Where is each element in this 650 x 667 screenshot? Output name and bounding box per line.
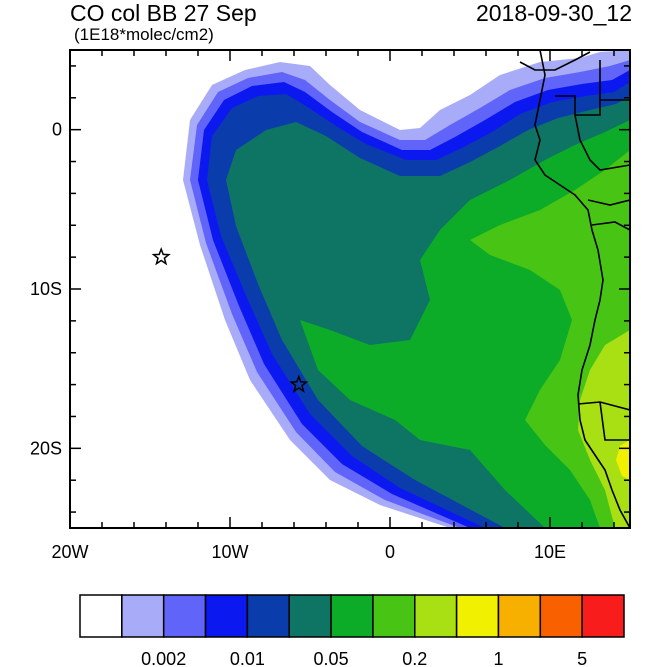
colorbar-swatch	[330, 594, 374, 638]
x-tick-label: 10W	[211, 542, 248, 562]
y-tick-label: 10S	[30, 279, 62, 299]
colorbar-label: 0.002	[141, 649, 186, 667]
colorbar-swatch	[497, 594, 542, 638]
star-marker	[289, 374, 309, 393]
y-tick-label: 0	[52, 120, 62, 140]
colorbar-swatch	[121, 594, 165, 638]
plot-title: CO col BB 27 Sep	[70, 0, 257, 26]
colorbar-label: 0.01	[230, 649, 265, 667]
colorbar-swatch	[79, 594, 123, 638]
colorbar-swatch	[455, 594, 500, 638]
star-marker	[151, 246, 171, 266]
station-markers	[151, 246, 309, 393]
colorbar-label: 0.05	[314, 649, 349, 667]
colorbar-label: 1	[493, 649, 503, 667]
colorbar-swatch	[539, 594, 583, 638]
units-label: (1E18*molec/cm2)	[74, 25, 214, 44]
colorbar-swatch	[288, 594, 332, 638]
axis-ticks	[69, 50, 630, 528]
colorbar-swatch	[372, 594, 416, 638]
x-tick-label: 10E	[534, 542, 566, 562]
band-yellow	[616, 440, 630, 480]
colorbar	[79, 594, 625, 638]
x-tick-label: 0	[385, 542, 395, 562]
colorbar-swatch	[162, 594, 207, 638]
concentration-field	[70, 50, 630, 528]
colorbar-swatch	[581, 594, 625, 638]
datetime-label: 2018-09-30_12	[475, 0, 632, 26]
coastline	[519, 50, 630, 528]
colorbar-labels: 0.002 0.01 0.05 0.2 1 5	[141, 649, 587, 667]
colorbar-swatch	[204, 594, 249, 638]
x-tick-label: 20W	[51, 542, 88, 562]
colorbar-label: 5	[577, 649, 587, 667]
colorbar-swatch	[414, 594, 458, 638]
colorbar-swatch	[246, 594, 290, 638]
y-tick-label: 20S	[30, 438, 62, 458]
colorbar-label: 0.2	[402, 649, 427, 667]
axis-tick-labels: 20W 10W 0 10E 0 10S 20S	[30, 120, 566, 562]
